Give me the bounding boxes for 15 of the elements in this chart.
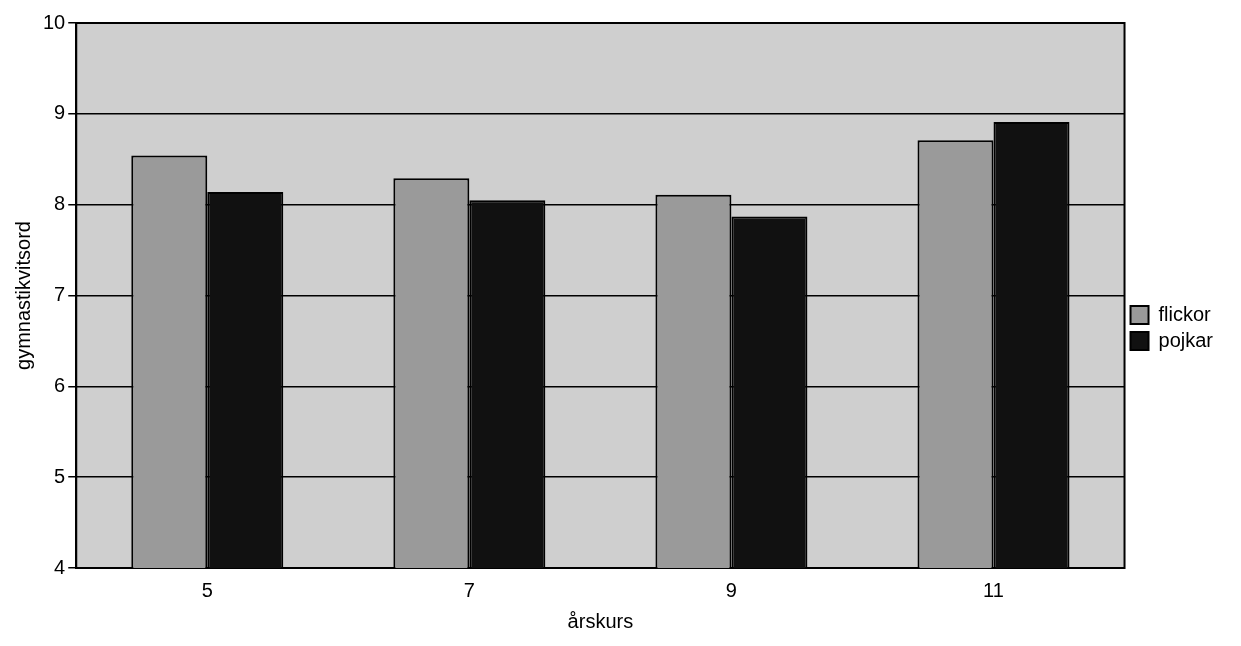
y-tick-label: 10 xyxy=(43,10,66,33)
x-tick-label: 11 xyxy=(983,578,1004,601)
y-tick-label: 9 xyxy=(54,101,66,124)
x-tick-label: 5 xyxy=(201,578,213,601)
legend-label: flickor xyxy=(1158,302,1212,325)
y-tick-label: 8 xyxy=(54,192,66,215)
y-tick-label: 5 xyxy=(54,464,66,487)
y-tick-label: 4 xyxy=(54,555,66,578)
y-axis-title: gymnastikvitsord xyxy=(11,221,34,370)
x-axis-title: årskurs xyxy=(567,609,634,632)
y-tick-label: 7 xyxy=(54,283,66,306)
y-tick-label: 6 xyxy=(54,373,66,396)
x-tick-label: 7 xyxy=(463,578,475,601)
x-tick-label: 9 xyxy=(725,578,737,601)
legend-label: pojkar xyxy=(1158,328,1214,351)
